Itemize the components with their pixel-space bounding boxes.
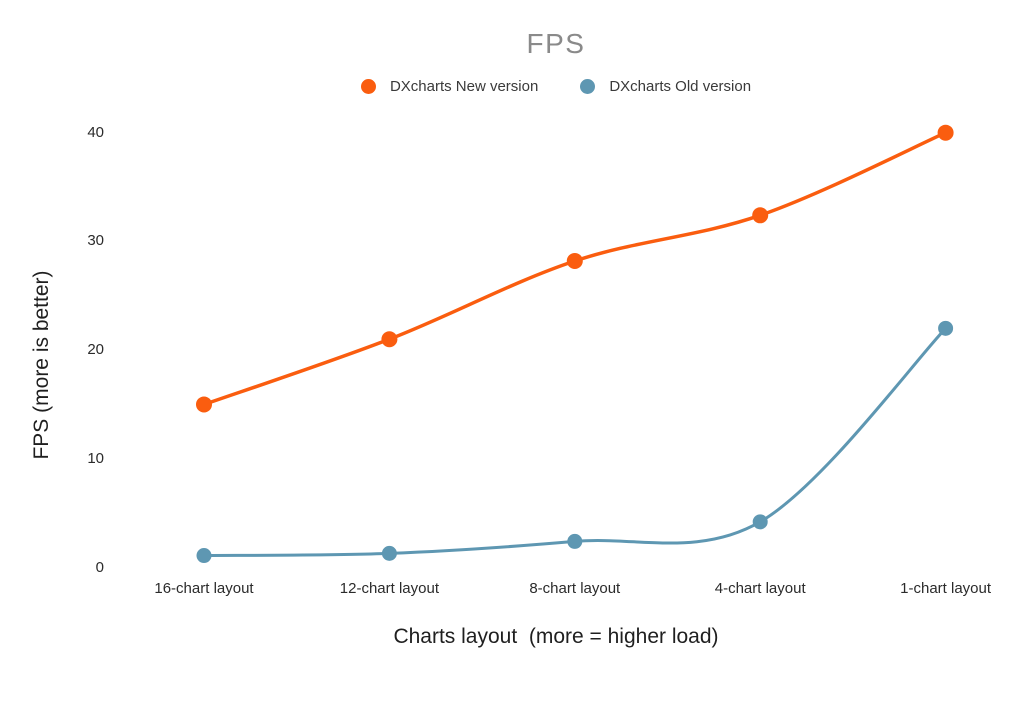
- x-tick-label: 12-chart layout: [339, 580, 439, 597]
- x-tick-label: 16-chart layout: [154, 580, 254, 597]
- x-axis-title: Charts layout (more = higher load): [393, 625, 719, 648]
- data-point-dxcharts-old-version: [938, 320, 954, 336]
- legend-dot-old-version-icon: [580, 79, 596, 94]
- legend-item-old-version: DXcharts Old version: [580, 78, 751, 95]
- data-point-dxcharts-new-version: [937, 124, 954, 141]
- data-point-dxcharts-old-version: [567, 533, 583, 549]
- legend: DXcharts New version DXcharts Old versio…: [88, 78, 1024, 95]
- data-point-dxcharts-old-version: [196, 548, 212, 564]
- x-tick-label: 8-chart layout: [529, 580, 621, 597]
- data-point-dxcharts-new-version: [196, 396, 212, 413]
- legend-label-new-version: DXcharts New version: [389, 78, 539, 95]
- y-axis-title: FPS (more is better): [30, 270, 53, 460]
- x-tick-label: 4-chart layout: [714, 580, 806, 597]
- chart-title: FPS: [526, 28, 586, 59]
- data-point-dxcharts-old-version: [381, 545, 397, 561]
- y-tick-label: 20: [87, 341, 104, 359]
- series-line-dxcharts-old-version: [202, 326, 948, 557]
- y-tick-label: 10: [87, 449, 104, 467]
- legend-label-old-version: DXcharts Old version: [609, 78, 752, 95]
- y-tick-label: 30: [87, 232, 104, 250]
- data-point-dxcharts-new-version: [752, 207, 769, 224]
- data-point-dxcharts-new-version: [566, 252, 583, 269]
- data-point-dxcharts-new-version: [381, 331, 398, 348]
- legend-item-new-version: DXcharts New version: [360, 78, 539, 95]
- y-tick-label: 0: [95, 558, 104, 576]
- x-tick-label: 1-chart layout: [900, 580, 992, 597]
- data-point-dxcharts-old-version: [752, 514, 768, 530]
- y-tick-label: 40: [87, 123, 104, 141]
- legend-dot-new-version-icon: [360, 79, 376, 94]
